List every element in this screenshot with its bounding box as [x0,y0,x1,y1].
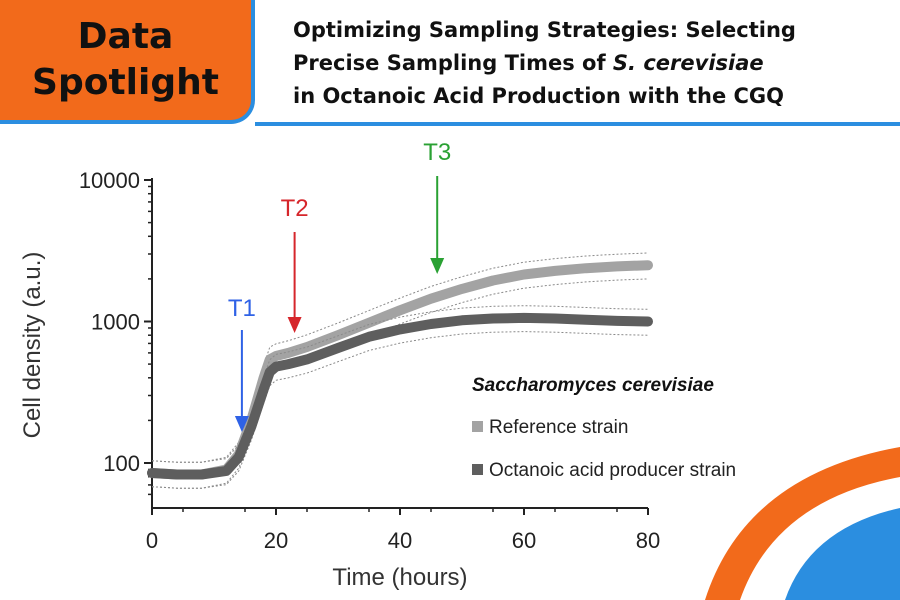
annotation-label-t2: T2 [281,195,309,222]
headline-line-1: Optimizing Sampling Strategies: Selectin… [293,18,796,42]
badge-line-1: Data [77,16,174,57]
x-tick-label: 0 [146,528,158,553]
legend-swatch-producer [472,464,483,475]
plot-area: 100 1000 10000 0 20 40 60 80 T1 T2 T3 [79,139,660,553]
headline-species: S. cerevisiae [612,51,764,75]
x-tick-label: 20 [264,528,288,553]
annotation-arrowhead-t2 [287,317,302,333]
series-line-reference [147,260,653,480]
annotation-arrowhead-t1 [234,416,249,432]
legend-title: Saccharomyces cerevisiae [472,375,714,396]
legend-label-producer: Octanoic acid producer strain [489,460,736,481]
decorative-orange-arc [705,447,900,600]
data-spotlight-badge: Data Spotlight [0,0,255,124]
series-spread-lower [151,278,649,489]
x-tick-label: 60 [512,528,536,553]
y-tick-label: 1000 [91,310,140,335]
headline-line-3: in Octanoic Acid Production with the CGQ [293,84,785,108]
annotation-arrowhead-t3 [430,258,445,274]
badge-line-2: Spotlight [32,62,219,103]
y-tick-label: 10000 [79,168,140,193]
headline: Optimizing Sampling Strategies: Selectin… [293,14,893,113]
series-spread-lower [151,331,649,489]
series-spread-upper [151,252,649,463]
x-tick-label: 40 [388,528,412,553]
headline-line-2: Precise Sampling Times of S. cerevisiae [293,47,893,80]
decorative-blue-arc [785,508,900,600]
header-divider [255,122,900,126]
annotation-label-t1: T1 [228,295,256,322]
legend-swatch-reference [472,421,483,432]
series-line-producer [147,312,653,480]
y-tick-label: 100 [103,451,140,476]
legend-label-reference: Reference strain [489,417,628,438]
x-tick-label: 80 [636,528,660,553]
y-axis-title: Cell density (a.u.) [19,252,46,439]
x-axis-title: Time (hours) [332,564,467,591]
headline-line-2-text: Precise Sampling Times of [293,51,613,75]
annotation-label-t3: T3 [423,139,451,166]
series-spread-upper [151,305,649,463]
